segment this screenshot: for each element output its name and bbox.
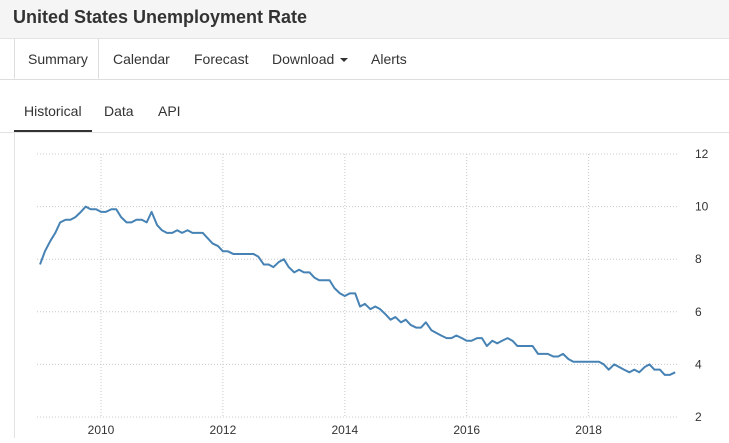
main-tabs: Summary Calendar Forecast Download Alert… [0,39,729,80]
y-tick-label-6: 6 [695,305,702,319]
tab-calendar[interactable]: Calendar [113,51,170,67]
x-tick-label-2018: 2018 [575,423,602,437]
tab-download[interactable]: Download [272,39,349,79]
tab-summary[interactable]: Summary [14,39,99,79]
x-tick-label-2010: 2010 [88,423,115,437]
y-tick-label-8: 8 [695,252,702,266]
unemployment-line-chart: 2 4 6 8 10 12 2010 2012 2014 2016 2018 [37,147,709,437]
tab-forecast[interactable]: Forecast [194,51,249,67]
series-line-0 [39,205,676,376]
page-title: United States Unemployment Rate [13,7,308,27]
y-tick-label-4: 4 [695,357,702,371]
subtab-api[interactable]: API [158,103,181,119]
caret-down-icon [340,58,349,63]
tab-alerts[interactable]: Alerts [371,51,407,67]
sub-tabs: Historical Data API [0,80,729,133]
y-tick-label-12: 12 [695,147,709,161]
tab-download-label: Download [272,51,335,67]
title-bar: United States Unemployment Rate [0,0,729,39]
chart-area: 2 4 6 8 10 12 2010 2012 2014 2016 2018 [14,133,729,438]
subtab-historical[interactable]: Historical [14,80,92,132]
subtab-data[interactable]: Data [104,103,134,119]
y-tick-label-2: 2 [695,410,702,424]
y-tick-label-10: 10 [695,200,709,214]
x-tick-label-2016: 2016 [453,423,480,437]
x-tick-label-2012: 2012 [210,423,237,437]
x-tick-label-2014: 2014 [331,423,358,437]
